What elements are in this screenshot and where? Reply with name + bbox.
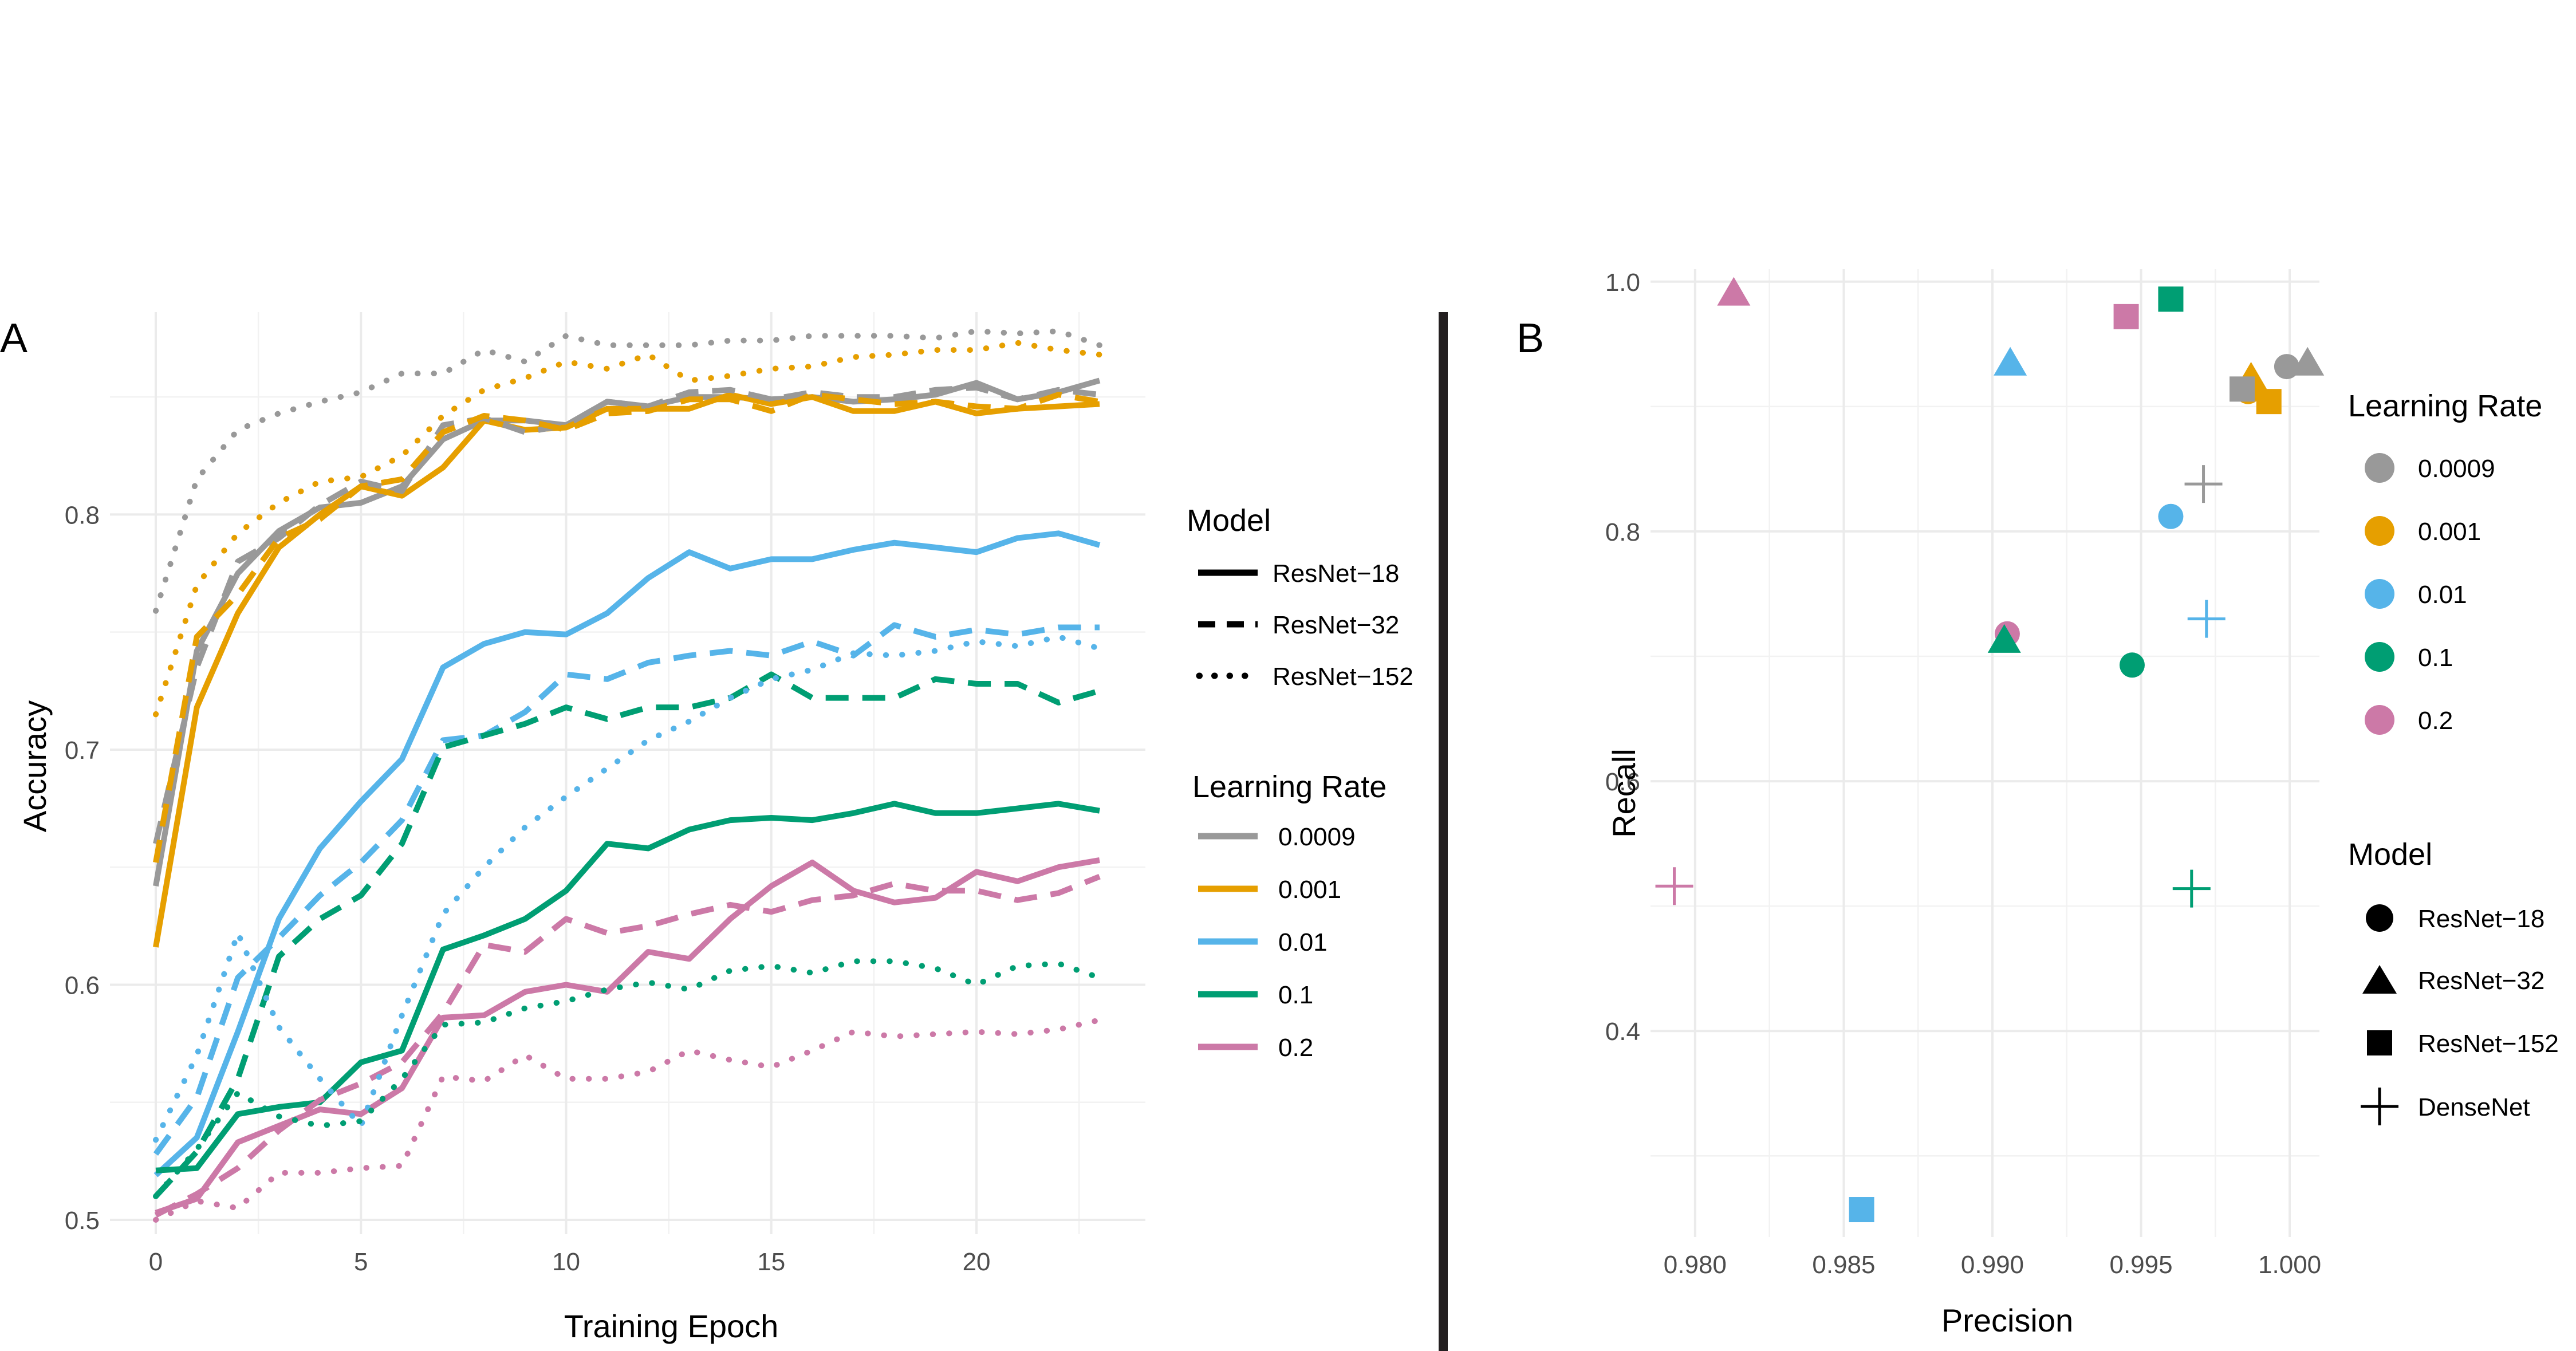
series-line-resnet-152-lr-0.0009: [153, 328, 1102, 614]
series-line-resnet-18-lr-0.01: [153, 530, 1101, 1177]
point-densenet-lr-0.01: [2187, 600, 2226, 638]
legend-b-key-lr-0.2: [2365, 705, 2394, 735]
legend-b-triangle-icon: [2362, 965, 2397, 994]
panel-a-x-tick-label: 10: [552, 1248, 580, 1276]
panel-a-legend-learning-rate: Learning Rate 0.0009 0.001 0.01 0.1 0.2: [1192, 770, 1387, 1062]
panel-a-y-tick-label: 0.5: [65, 1207, 100, 1235]
panel-b-x-tick-label: 0.980: [1664, 1251, 1727, 1279]
panel-b-x-tick-label: 0.985: [1812, 1251, 1875, 1279]
panel-a-x-tick-label: 20: [963, 1248, 991, 1276]
legend-label-resnet-32: ResNet−32: [1273, 611, 1399, 639]
legend-b-label-densenet: DenseNet: [2418, 1093, 2530, 1121]
legend-label-lr-0.2: 0.2: [1278, 1034, 1313, 1062]
point-resnet-32-lr-0.1: [1987, 624, 2021, 653]
legend-b-label-lr-0.0009: 0.0009: [2418, 455, 2495, 483]
legend-b-key-lr-0.0009: [2365, 453, 2394, 483]
panel-b-x-axis-title: Precision: [1941, 1302, 2073, 1338]
legend-label-lr-0.1: 0.1: [1278, 981, 1313, 1009]
panel-divider: [1439, 312, 1448, 1351]
point-resnet-32-lr-0.01: [1994, 346, 2027, 376]
point-densenet-lr-0.0009: [2184, 465, 2223, 503]
point-resnet-152-lr-0.0009: [2230, 376, 2255, 402]
point-resnet-32-lr-0.2: [1717, 277, 1751, 306]
panel-b-y-tick-label: 0.4: [1605, 1018, 1640, 1046]
panel-b-y-tick-label: 1.0: [1605, 269, 1640, 297]
panel-b-y-tick-label: 0.6: [1605, 768, 1640, 796]
panel-a-y-tick-label: 0.6: [65, 971, 100, 999]
panel-a-x-tick-label: 5: [354, 1248, 368, 1276]
legend-b-label-resnet-152: ResNet−152: [2418, 1030, 2559, 1058]
legend-b-model-title: Model: [2348, 837, 2432, 872]
series-line-resnet-152-lr-0.1: [153, 958, 1102, 1199]
legend-b-label-lr-0.01: 0.01: [2418, 581, 2467, 609]
legend-b-label-resnet-32: ResNet−32: [2418, 967, 2545, 995]
panel-a-y-axis-title: Accuracy: [17, 700, 53, 832]
panel-a-y-tick-label: 0.7: [65, 736, 100, 765]
point-resnet-152-lr-0.1: [2158, 286, 2184, 312]
series-line-resnet-152-lr-0.001: [153, 340, 1102, 718]
panel-a-series: [153, 328, 1102, 1223]
panel-a-x-tick-label: 15: [757, 1248, 785, 1276]
legend-b-plus-icon: [2361, 1088, 2398, 1125]
legend-b-lr-title: Learning Rate: [2348, 389, 2542, 423]
series-line-resnet-32-lr-0.1: [153, 671, 1101, 1199]
legend-b-square-icon: [2367, 1030, 2392, 1055]
point-resnet-152-lr-0.001: [2256, 389, 2282, 415]
series-line-resnet-32-lr-0.2: [154, 873, 1101, 1218]
legend-b-label-lr-0.1: 0.1: [2418, 644, 2453, 672]
point-resnet-152-lr-0.2: [2113, 304, 2139, 329]
panel-b-tick-labels: 0.980 0.985 0.990 0.995 1.000 0.4 0.6 0.8 1.0: [1605, 269, 2321, 1279]
legend-lr-title: Learning Rate: [1192, 770, 1387, 804]
legend-model-title: Model: [1187, 503, 1271, 538]
panel-b-legend-learning-rate: Learning Rate 0.0009 0.001 0.01 0.1 0.2: [2348, 389, 2542, 735]
point-resnet-32-lr-0.0009: [2291, 346, 2325, 376]
series-line-resnet-32-lr-0.0009: [153, 384, 1100, 845]
panel-a-tick-labels: 0 5 10 15 20 0.5 0.6 0.7 0.8: [65, 501, 991, 1276]
point-densenet-lr-0.1: [2172, 869, 2211, 908]
series-line-resnet-32-lr-0.001: [153, 392, 1100, 863]
panel-a-y-tick-label: 0.8: [65, 501, 100, 529]
legend-label-resnet-152: ResNet−152: [1273, 663, 1413, 691]
panel-b-y-tick-label: 0.8: [1605, 518, 1640, 546]
panel-b-legend-model: Model ResNet−18 ResNet−32 ResNet−152 Den…: [2348, 837, 2559, 1125]
legend-label-resnet-18: ResNet−18: [1273, 560, 1399, 588]
legend-label-lr-0.01: 0.01: [1278, 928, 1328, 956]
panel-b-scatter-chart: B 0.980 0.985 0.990 0.995 1.0000.40.60.81.0 …: [1517, 269, 2559, 1338]
panel-a-legend-model: Model ResNet−18 ResNet−32 ResNet−152: [1187, 503, 1413, 691]
point-densenet-lr-0.2: [1655, 867, 1693, 905]
point-resnet-18-lr-0.01: [2158, 503, 2184, 529]
legend-b-label-lr-0.001: 0.001: [2418, 518, 2481, 546]
panel-b-y-axis-title: Recall: [1606, 749, 1642, 838]
legend-b-key-lr-0.01: [2365, 579, 2394, 609]
series-line-resnet-32-lr-0.01: [153, 622, 1100, 1156]
panel-b-points: [1655, 277, 2325, 1223]
legend-label-lr-0.001: 0.001: [1278, 876, 1341, 904]
legend-b-key-lr-0.1: [2365, 642, 2394, 672]
panel-a-x-tick-label: 0: [149, 1248, 163, 1276]
legend-b-key-lr-0.001: [2365, 516, 2394, 546]
legend-label-lr-0.0009: 0.0009: [1278, 823, 1356, 851]
panel-a-x-axis-title: Training Epoch: [564, 1308, 779, 1344]
panel-b-letter: B: [1517, 316, 1544, 361]
point-resnet-18-lr-0.1: [2119, 652, 2145, 678]
panel-b-x-tick-label: 0.990: [1961, 1251, 2024, 1279]
legend-b-label-lr-0.2: 0.2: [2418, 707, 2453, 735]
panel-a-line-chart: A 0 5 10 15 20 0.5 0.6 0.7 0.8 Training Epoch Ac…: [0, 312, 1413, 1344]
legend-b-circle-icon: [2366, 904, 2393, 932]
point-resnet-152-lr-0.01: [1849, 1197, 1874, 1223]
panel-b-gridlines: [1651, 269, 2319, 1237]
panel-a-letter: A: [0, 316, 27, 361]
panel-a-gridlines: [110, 312, 1145, 1234]
panel-b-x-tick-label: 0.995: [2109, 1251, 2172, 1279]
panel-b-x-tick-label: 1.000: [2258, 1251, 2321, 1279]
legend-b-label-resnet-18: ResNet−18: [2418, 905, 2545, 933]
